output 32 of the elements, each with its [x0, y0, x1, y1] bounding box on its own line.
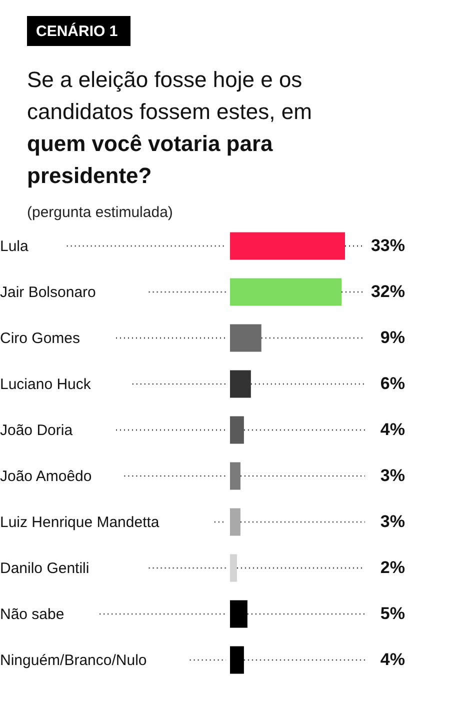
y-tick-label: Luiz Henrique Mandetta [0, 514, 160, 531]
data-label: 4% [380, 420, 405, 439]
data-label: 9% [380, 328, 405, 347]
data-label: 33% [370, 236, 405, 255]
y-tick-label: Danilo Gentili [0, 560, 90, 577]
chart-subtitle: Se a eleição fosse hoje e os candidatos fossem estes, em quem você votaria para presidente? [27, 67, 312, 188]
bar [230, 232, 345, 260]
y-tick-label: Lula [0, 238, 30, 255]
data-label: 32% [370, 282, 405, 301]
data-label: 5% [380, 604, 405, 623]
bar [230, 462, 240, 490]
y-tick-label: Ciro Gomes [0, 330, 80, 347]
y-tick-label: João Doria [0, 422, 74, 439]
bar [230, 508, 240, 536]
y-tick-label: Não sabe [0, 606, 64, 623]
data-label: 4% [380, 650, 405, 669]
bar [230, 646, 244, 674]
y-tick-label: Luciano Huck [0, 376, 92, 393]
data-label: 3% [380, 512, 405, 531]
text: (pergunta estimulada) [27, 204, 173, 221]
text: CENÁRIO 1 [36, 22, 118, 40]
data-label: 3% [380, 466, 405, 485]
y-tick-label: Jair Bolsonaro [0, 284, 96, 301]
bar [230, 278, 342, 306]
data-label: 2% [380, 558, 405, 577]
y-tick-label: Ninguém/Branco/Nulo [0, 652, 147, 669]
y-tick-label: João Amoêdo [0, 468, 92, 485]
bar [230, 600, 248, 628]
data-label: 6% [380, 374, 405, 393]
bar [230, 324, 262, 352]
bar [230, 554, 237, 582]
bar [230, 416, 244, 444]
